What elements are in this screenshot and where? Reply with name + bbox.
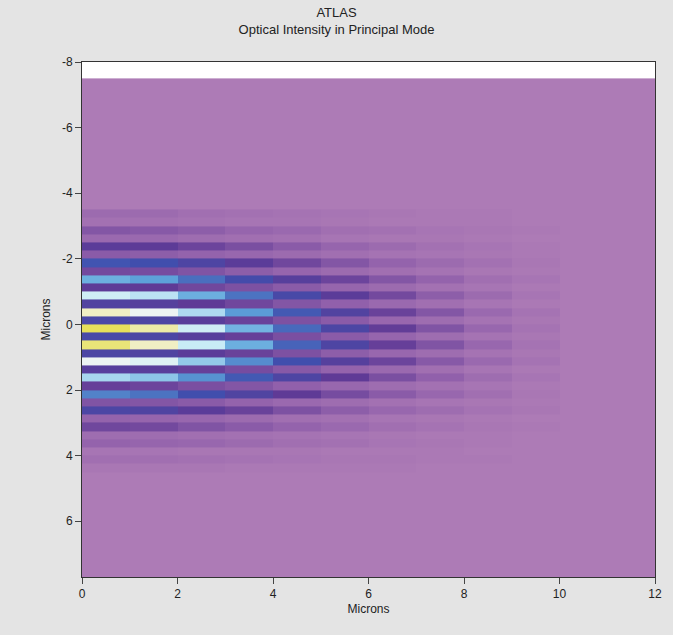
svg-text:Microns: Microns [39, 298, 53, 340]
svg-text:6: 6 [66, 514, 73, 528]
svg-text:6: 6 [365, 587, 372, 601]
svg-text:-8: -8 [62, 55, 73, 69]
svg-text:4: 4 [66, 449, 73, 463]
svg-text:2: 2 [66, 383, 73, 397]
svg-text:0: 0 [66, 318, 73, 332]
svg-text:8: 8 [461, 587, 468, 601]
svg-text:0: 0 [79, 587, 86, 601]
svg-text:12: 12 [648, 587, 662, 601]
svg-text:-6: -6 [62, 121, 73, 135]
svg-text:10: 10 [553, 587, 567, 601]
svg-text:2: 2 [174, 587, 181, 601]
svg-text:Microns: Microns [347, 602, 389, 616]
svg-text:4: 4 [270, 587, 277, 601]
svg-text:-4: -4 [62, 186, 73, 200]
svg-text:ATLASOptical Intensity in Prin: ATLASOptical Intensity in Principal Mode [239, 5, 435, 37]
svg-text:-2: -2 [62, 252, 73, 266]
